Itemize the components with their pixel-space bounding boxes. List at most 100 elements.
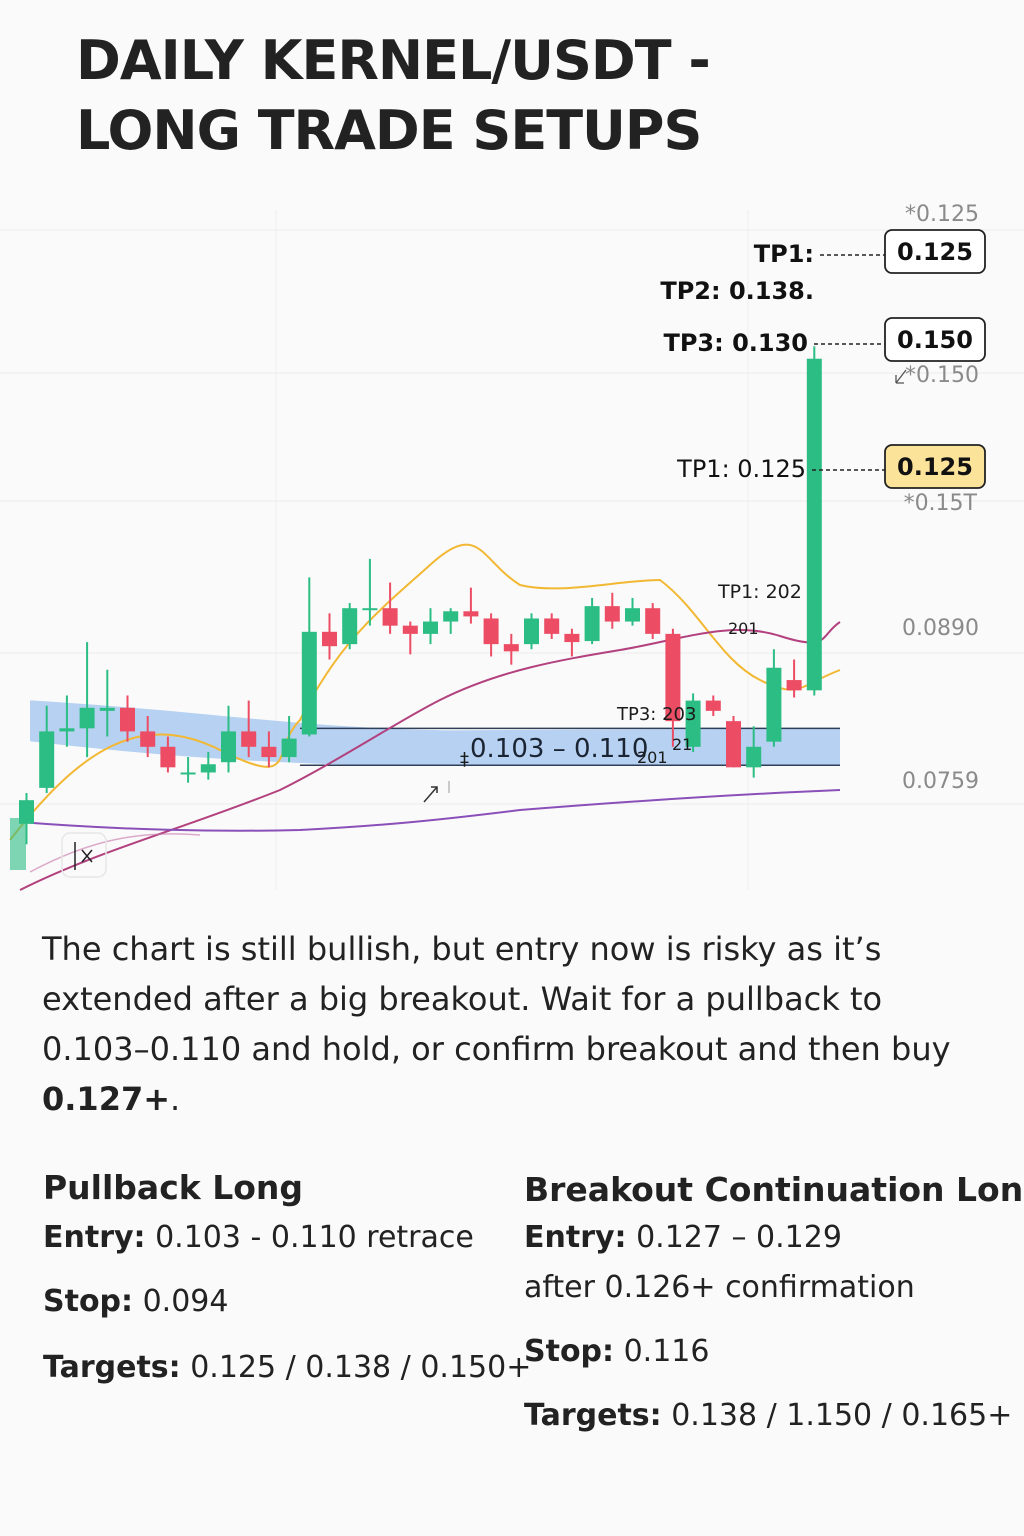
candle-body bbox=[322, 631, 337, 647]
pullback-title: Pullback Long bbox=[43, 1168, 304, 1207]
candle-body bbox=[463, 611, 479, 617]
candle-body bbox=[281, 738, 297, 758]
candle-body bbox=[503, 644, 519, 652]
candle-body bbox=[806, 358, 822, 691]
candle-body bbox=[625, 608, 640, 622]
chart-annotation: 201 bbox=[728, 619, 759, 638]
chart-annotation: TP3: 203 bbox=[616, 704, 696, 725]
title-line-1: DAILY KERNEL/USDT - bbox=[76, 29, 711, 92]
breakout-entry-note: after 0.126+ confirmation bbox=[524, 1270, 915, 1305]
candle-body bbox=[544, 618, 560, 634]
tp-markers: TP1: 0.125 TP2: 0.138. TP3: 0.130 0.150 TP1: … bbox=[660, 229, 986, 489]
y-tick-label: 0.0890 bbox=[902, 616, 979, 641]
breakout-entry-value: 0.127 – 0.129 bbox=[626, 1220, 842, 1255]
candle-body bbox=[342, 608, 358, 645]
zone-label: 0.103 – 0.110 bbox=[470, 734, 648, 764]
candle-body bbox=[261, 746, 277, 758]
y-tick-label: *0.125 bbox=[905, 202, 979, 227]
breakout-title: Breakout Continuation Long bbox=[524, 1170, 1024, 1209]
candle-body bbox=[786, 680, 802, 691]
breakout-targets: Targets: 0.138 / 1.150 / 0.165+ bbox=[524, 1398, 1012, 1433]
candle-body bbox=[483, 618, 499, 645]
moving-averages bbox=[9, 543, 841, 891]
candle-body bbox=[402, 625, 418, 634]
pullback-stop: Stop: 0.094 bbox=[43, 1284, 228, 1319]
chart-grid bbox=[0, 210, 1024, 890]
ema-fast-line bbox=[9, 543, 841, 841]
candles bbox=[10, 346, 822, 870]
page-title: DAILY KERNEL/USDT - LONG TRADE SETUPS bbox=[76, 26, 976, 166]
breakout-stop-label: Stop: bbox=[524, 1334, 615, 1369]
tp-marker-label: TP2: 0.138. bbox=[660, 277, 814, 305]
candle-body bbox=[726, 721, 741, 768]
candle-body bbox=[766, 667, 782, 742]
candle-body bbox=[705, 700, 721, 711]
description-bold: 0.127+ bbox=[42, 1080, 171, 1118]
candle-body bbox=[180, 772, 196, 775]
pullback-setup: Pullback Long Entry: 0.103 - 0.110 retra… bbox=[43, 1168, 531, 1408]
pullback-targets-label: Targets: bbox=[43, 1350, 181, 1385]
candle-body bbox=[746, 746, 762, 768]
candle-body bbox=[241, 731, 257, 747]
pullback-entry-label: Entry: bbox=[43, 1220, 146, 1255]
candle-body bbox=[99, 707, 115, 711]
candle-body bbox=[604, 606, 620, 622]
small-arrow-icon bbox=[895, 369, 907, 384]
candle-body bbox=[59, 728, 75, 732]
candle-body bbox=[564, 633, 580, 643]
breakout-entry-label: Entry: bbox=[524, 1220, 627, 1255]
description: The chart is still bullish, but entry no… bbox=[42, 924, 982, 1124]
candle-body bbox=[382, 608, 398, 626]
crosshair-icon bbox=[81, 849, 93, 863]
chart-annotation: TP1: 202 bbox=[717, 581, 802, 603]
title-line-2: LONG TRADE SETUPS bbox=[76, 99, 702, 162]
pullback-targets: Targets: 0.125 / 0.138 / 0.150+ bbox=[43, 1350, 531, 1385]
tp-marker-label: TP1: 0.125 bbox=[676, 455, 806, 483]
price-chart: 0.103 – 0.110 TP1: 0.125 TP2: 0.138. TP3: 0… bbox=[0, 202, 1024, 891]
candle-body bbox=[120, 707, 135, 732]
tp-marker-label: TP1: bbox=[754, 240, 814, 268]
candle-body bbox=[524, 618, 539, 645]
ema-mid-line bbox=[19, 621, 841, 891]
candle-body bbox=[423, 621, 438, 634]
tp-price-box bbox=[884, 229, 986, 274]
breakout-stop-value: 0.116 bbox=[614, 1334, 710, 1369]
cursor-box bbox=[61, 832, 107, 878]
candle-body bbox=[79, 707, 95, 729]
candle-body bbox=[362, 608, 378, 611]
candle-body bbox=[221, 731, 236, 763]
tp-price-box bbox=[884, 317, 986, 362]
breakout-stop: Stop: 0.116 bbox=[524, 1334, 709, 1369]
breakout-targets-label: Targets: bbox=[524, 1398, 662, 1433]
tp-price-box bbox=[884, 444, 986, 489]
candle-body bbox=[443, 611, 459, 622]
y-tick-label: *0.15T bbox=[904, 491, 978, 516]
pullback-entry: Entry: 0.103 - 0.110 retrace bbox=[43, 1220, 474, 1255]
chart-annotation: 201 bbox=[637, 748, 668, 767]
pullback-entry-value: 0.103 - 0.110 retrace bbox=[145, 1220, 474, 1255]
candle-body bbox=[39, 731, 55, 788]
ema-extra-line bbox=[29, 833, 201, 873]
chart-labels: *0.125 *0.150 *0.15T 0.0890 0.0759 TP1: 202 20… bbox=[61, 202, 979, 878]
candle-body bbox=[140, 731, 156, 747]
candle-body bbox=[160, 746, 176, 768]
candle-body bbox=[645, 608, 661, 634]
chart-annotation: 21 bbox=[672, 735, 692, 754]
y-tick-label: *0.150 bbox=[905, 363, 979, 388]
pullback-stop-value: 0.094 bbox=[133, 1284, 229, 1319]
description-end: . bbox=[170, 1080, 181, 1118]
candle-body bbox=[685, 700, 701, 747]
candle-body bbox=[584, 606, 600, 642]
candle-body bbox=[200, 764, 216, 773]
pullback-targets-value: 0.125 / 0.138 / 0.150+ bbox=[180, 1350, 532, 1385]
tp-price-box-value: 0.125 bbox=[897, 453, 973, 481]
candle-body-faded bbox=[10, 818, 26, 870]
tp-marker-label: TP3: 0.130 bbox=[663, 329, 808, 357]
breakout-setup: Breakout Continuation Long Entry: 0.127 … bbox=[524, 1170, 1024, 1450]
candle-body bbox=[301, 631, 317, 735]
ema-slow-line bbox=[19, 789, 841, 832]
pullback-stop-label: Stop: bbox=[43, 1284, 134, 1319]
y-tick-label: 0.0759 bbox=[902, 769, 979, 794]
chart-annotation: ‡ bbox=[460, 749, 469, 770]
arrow-icon bbox=[423, 786, 438, 803]
